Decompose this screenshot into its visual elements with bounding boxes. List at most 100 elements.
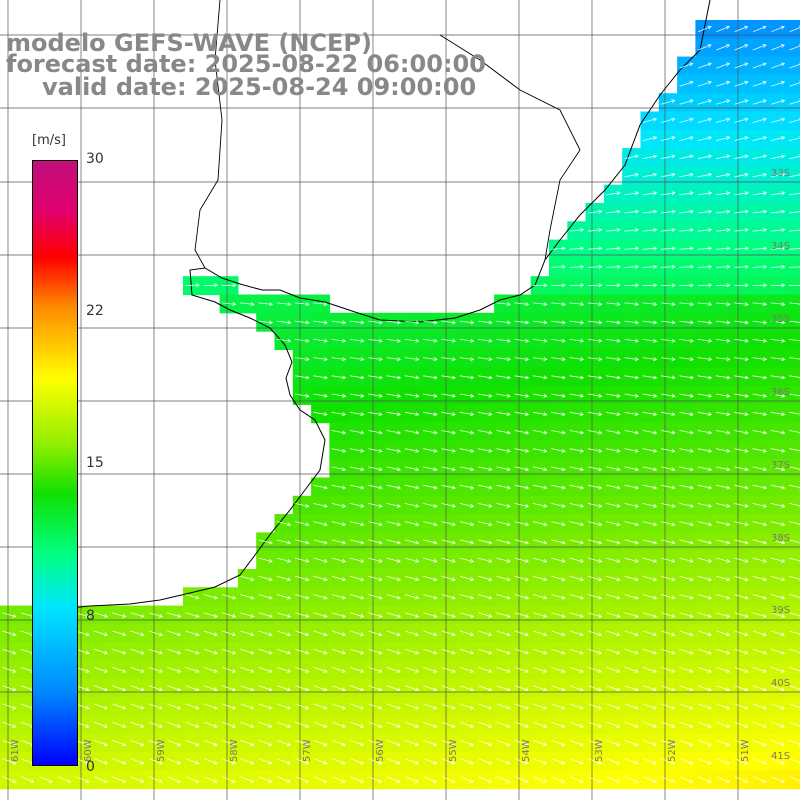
wind-arrow [404,667,420,673]
wind-arrow [368,503,383,508]
valid-date: valid date: 2025-08-24 09:00:00 [42,73,477,101]
wind-arrow [386,612,402,618]
wind-arrow [752,228,768,233]
wind-arrow [716,44,731,51]
wind-arrow [441,758,456,765]
wind-arrow [258,557,273,563]
wind-arrow [660,283,676,288]
wind-arrow [459,575,475,582]
wind-arrow [258,575,273,582]
wind-arrow [642,539,658,545]
wind-arrow [789,776,800,783]
wind-arrow [441,484,457,490]
wind-arrow [715,411,731,417]
wind-arrow [148,685,163,692]
wind-arrow [569,630,584,637]
wind-arrow [185,648,200,655]
wind-arrow [441,375,457,380]
wind-arrow [441,320,457,325]
wind-arrow [496,703,511,710]
wind-arrow [368,685,383,692]
wind-arrow [679,246,695,251]
wind-arrow [496,539,511,545]
wind-arrow [624,393,640,398]
wind-arrow [459,758,474,765]
wind-arrow [588,703,603,710]
wind-arrow [331,503,347,508]
wind-arrow [405,776,419,783]
wind-arrow [642,357,658,362]
wind-arrow [770,448,786,453]
wind-arrow [789,136,800,141]
wind-arrow [130,612,145,618]
wind-arrow [167,703,182,710]
wind-arrow [405,721,420,728]
wind-arrow [789,539,800,545]
wind-arrow [222,721,237,728]
wind-arrow [715,557,731,563]
wind-arrow [459,612,475,618]
wind-arrow [496,484,511,490]
wind-arrow [222,740,237,747]
wind-arrow [258,758,273,765]
wind-arrow [148,612,164,618]
wind-arrow [331,393,347,398]
wind-arrow [423,411,438,417]
wind-arrow [697,44,712,51]
wind-arrow [660,302,676,307]
wind-arrow [752,209,768,214]
wind-arrow [752,44,767,51]
wind-arrow [606,539,621,545]
grid-labels: 33S 34S 35S 36S 37S 38S 39S 40S 41S 61W 60W 59W 58W 5… [10,168,790,762]
wind-arrow [130,758,145,765]
wind-speed-cell [786,678,800,698]
wind-arrow [734,448,749,453]
wind-arrow [697,685,712,692]
wind-arrow [514,393,530,398]
wind-arrow [368,575,383,582]
wind-arrow [624,776,639,783]
wind-arrow [715,448,731,453]
wind-arrow [295,521,310,527]
wind-speed-cell [786,440,800,460]
wind-arrow [789,80,800,87]
wind-arrow [368,594,383,600]
wind-arrow [313,667,328,673]
wind-arrow [770,191,786,196]
wind-arrow [368,539,383,545]
wind-arrow [569,448,585,453]
wind-arrow [789,484,800,490]
wind-arrow [93,740,108,747]
wind-arrow [533,667,548,673]
latitude-label: 33S [771,168,790,179]
wind-arrow [551,375,566,380]
wind-arrow [368,375,383,380]
wind-arrow [697,411,713,417]
wind-arrow [477,338,493,343]
wind-arrow [551,575,566,582]
wind-arrow [587,521,603,527]
wind-arrow [752,62,767,69]
wind-arrow [642,283,658,288]
wind-arrow [423,466,438,472]
wind-arrow [660,357,676,362]
wind-arrow [404,575,420,582]
wind-arrow [295,575,310,582]
wind-arrow [368,703,383,710]
wind-arrow [404,375,420,380]
wind-arrow [2,758,17,765]
wind-arrow [221,648,237,655]
wind-arrow [533,776,548,783]
wind-arrow [697,594,713,600]
wind-arrow [660,246,676,251]
wind-arrow [606,393,621,398]
wind-arrow [660,228,676,233]
wind-arrow [532,320,548,325]
wind-arrow [514,740,529,747]
wind-arrow [770,667,786,673]
wind-arrow [606,357,621,362]
wind-arrow [789,375,800,380]
wind-arrow [679,539,694,545]
wind-arrow [166,612,182,618]
